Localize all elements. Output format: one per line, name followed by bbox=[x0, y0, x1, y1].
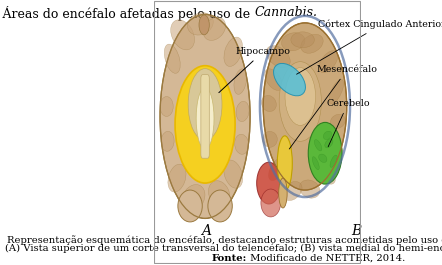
Ellipse shape bbox=[203, 17, 225, 40]
Ellipse shape bbox=[312, 157, 319, 170]
Text: Cerebelo: Cerebelo bbox=[326, 99, 370, 147]
Ellipse shape bbox=[325, 139, 333, 148]
Text: Representação esquemática do encéfalo, destacando estruturas acometidas pelo uso: Representação esquemática do encéfalo, d… bbox=[7, 235, 442, 245]
Ellipse shape bbox=[187, 13, 213, 35]
Ellipse shape bbox=[160, 96, 173, 116]
Ellipse shape bbox=[330, 155, 337, 167]
Ellipse shape bbox=[326, 141, 343, 158]
Ellipse shape bbox=[285, 68, 316, 125]
Ellipse shape bbox=[257, 162, 281, 204]
Ellipse shape bbox=[208, 190, 232, 222]
Ellipse shape bbox=[319, 154, 327, 162]
Ellipse shape bbox=[299, 180, 320, 198]
Ellipse shape bbox=[291, 32, 314, 48]
FancyBboxPatch shape bbox=[201, 75, 210, 158]
Ellipse shape bbox=[198, 84, 212, 159]
Ellipse shape bbox=[171, 20, 194, 50]
Ellipse shape bbox=[269, 158, 285, 180]
Ellipse shape bbox=[160, 14, 250, 218]
Ellipse shape bbox=[209, 181, 230, 207]
Ellipse shape bbox=[282, 182, 302, 201]
Ellipse shape bbox=[314, 140, 322, 151]
Ellipse shape bbox=[188, 69, 222, 140]
Ellipse shape bbox=[308, 122, 342, 184]
Ellipse shape bbox=[236, 101, 249, 122]
Ellipse shape bbox=[261, 95, 276, 112]
Ellipse shape bbox=[263, 23, 347, 190]
Ellipse shape bbox=[265, 69, 282, 90]
Ellipse shape bbox=[196, 87, 214, 149]
Text: Córtex Cingulado Anterior: Córtex Cingulado Anterior bbox=[297, 20, 442, 74]
Ellipse shape bbox=[224, 160, 243, 188]
Ellipse shape bbox=[317, 162, 335, 184]
Ellipse shape bbox=[277, 136, 292, 191]
Ellipse shape bbox=[178, 190, 202, 222]
Ellipse shape bbox=[262, 131, 277, 147]
Text: Hipocampo: Hipocampo bbox=[219, 47, 290, 93]
Ellipse shape bbox=[319, 51, 338, 73]
Text: Mesencéfalo: Mesencéfalo bbox=[289, 65, 378, 149]
Text: (A) Vista superior de um corte transversal do telencéfalo; (B) vista medial do h: (A) Vista superior de um corte transvers… bbox=[4, 244, 442, 253]
Ellipse shape bbox=[274, 63, 305, 96]
Ellipse shape bbox=[199, 15, 210, 35]
Ellipse shape bbox=[279, 62, 321, 141]
Text: A: A bbox=[201, 224, 211, 238]
Ellipse shape bbox=[193, 74, 217, 169]
Ellipse shape bbox=[301, 34, 323, 53]
Ellipse shape bbox=[161, 131, 174, 151]
Ellipse shape bbox=[261, 189, 281, 217]
Text: B: B bbox=[351, 224, 362, 238]
Ellipse shape bbox=[182, 184, 205, 211]
Ellipse shape bbox=[323, 131, 332, 140]
Ellipse shape bbox=[168, 164, 186, 192]
Text: Fonte:: Fonte: bbox=[212, 254, 247, 263]
Ellipse shape bbox=[234, 69, 247, 94]
Ellipse shape bbox=[329, 80, 343, 104]
Ellipse shape bbox=[330, 114, 345, 129]
Text: Modificado de NETTER, 2014.: Modificado de NETTER, 2014. bbox=[247, 254, 405, 263]
Ellipse shape bbox=[164, 44, 180, 73]
Text: Cannabis.: Cannabis. bbox=[254, 6, 317, 19]
Ellipse shape bbox=[266, 46, 290, 68]
Ellipse shape bbox=[175, 66, 235, 183]
Ellipse shape bbox=[224, 37, 243, 67]
Ellipse shape bbox=[235, 134, 249, 154]
Ellipse shape bbox=[279, 178, 287, 208]
Text: Figura 1 – Áreas do encéfalo afetadas pelo uso de: Figura 1 – Áreas do encéfalo afetadas pe… bbox=[0, 6, 254, 21]
Ellipse shape bbox=[282, 33, 305, 51]
